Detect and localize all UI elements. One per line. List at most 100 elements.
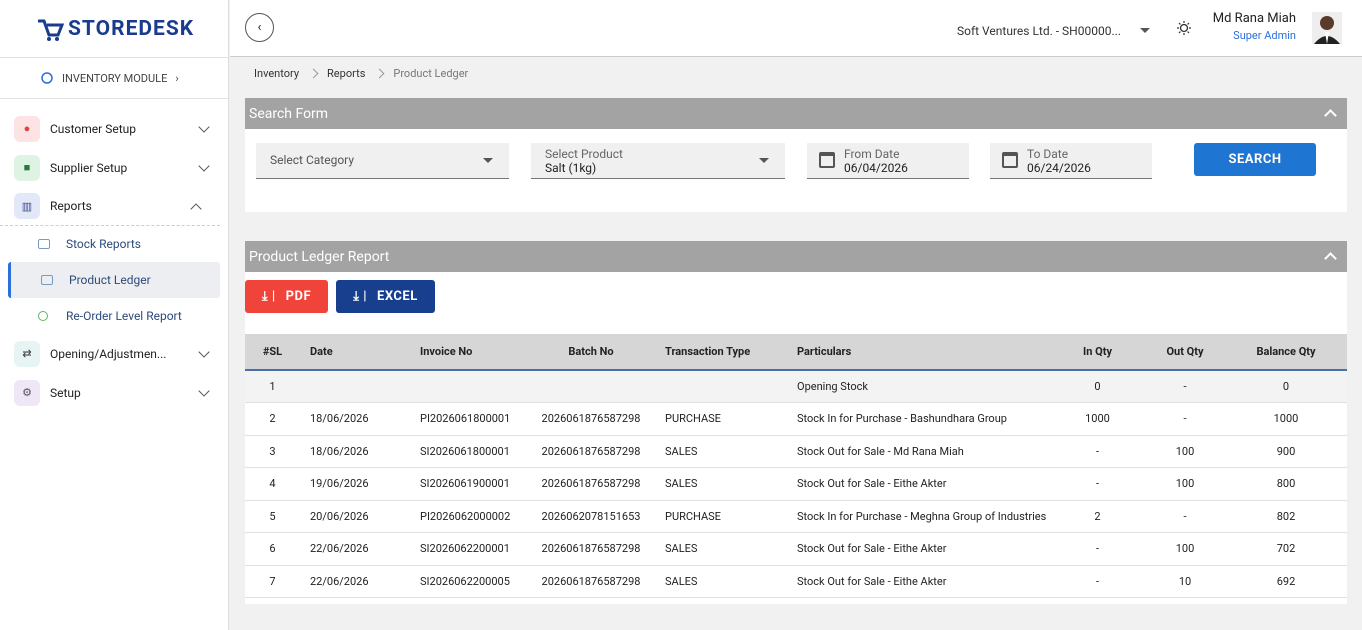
avatar[interactable] [1312, 12, 1342, 44]
download-icon: ⤓ | [261, 289, 276, 304]
table-cell [655, 370, 787, 403]
card-header[interactable]: Product Ledger Report [245, 241, 1347, 272]
table-cell: 900 [1225, 435, 1347, 468]
table-cell: SALES [655, 565, 787, 598]
search-form-card: Search Form Select Category Select Produ… [245, 98, 1347, 212]
search-button[interactable]: SEARCH [1194, 143, 1316, 176]
nav-sub-label: Stock Reports [66, 237, 141, 251]
nav-icon: ⚙ [14, 379, 40, 406]
table-cell: - [1145, 500, 1225, 533]
company-dropdown-arrow [1140, 28, 1150, 33]
nav-label: Supplier Setup [50, 160, 128, 175]
ledger-table: #SL Date Invoice No Batch No Transaction Typ… [245, 334, 1347, 598]
chevron [198, 160, 210, 172]
company-select[interactable]: Soft Ventures Ltd. - SH00000... [957, 24, 1121, 38]
table-cell: 100 [1145, 435, 1225, 468]
table-cell: 2026061876587298 [527, 402, 655, 436]
sidebar: STOREDESK INVENTORY MODULE › ● Customer S… [0, 0, 229, 630]
breadcrumb: Inventory Reports Product Ledger [254, 67, 496, 80]
card-header[interactable]: Search Form [245, 98, 1347, 129]
from-date[interactable]: From Date 06/04/2026 [807, 143, 969, 179]
nav-item[interactable]: ▥ Reports [0, 187, 220, 226]
table-cell: PURCHASE [655, 402, 787, 436]
chevron [198, 346, 210, 358]
field-value: Salt (1kg) [545, 161, 597, 175]
table-cell: - [1050, 467, 1145, 501]
table-cell: 100 [1145, 467, 1225, 501]
table-row: 4 19/06/2026 SI2026061900001 20260618765872… [245, 467, 1347, 501]
placeholder: Select Category [270, 153, 355, 167]
table-cell: - [1050, 532, 1145, 566]
nav-icon: ● [14, 115, 40, 142]
download-icon: ⤓ | [353, 289, 367, 304]
column-header: Particulars [787, 334, 1050, 371]
category-select[interactable]: Select Category [256, 143, 509, 179]
table-cell: SI2026062200001 [410, 532, 527, 566]
button-label: PDF [285, 289, 312, 304]
table-cell: 4 [245, 467, 300, 501]
calendar-icon [1002, 152, 1018, 168]
table-cell [300, 370, 410, 403]
nav-label: Reports [50, 199, 92, 213]
table-cell [527, 370, 655, 403]
nav-item[interactable]: ⇄ Opening/Adjustmen... [0, 334, 228, 373]
nav-sub-icon [38, 311, 48, 321]
table-cell: 18/06/2026 [300, 402, 410, 436]
theme-toggle[interactable] [1177, 21, 1191, 35]
back-button[interactable]: ‹ [245, 13, 274, 42]
nav-sub-label: Product Ledger [69, 273, 151, 287]
chevron [190, 203, 202, 215]
nav-subitem[interactable]: Stock Reports [0, 226, 228, 262]
nav-item[interactable]: ■ Supplier Setup [0, 148, 228, 187]
table-cell: 2 [1050, 500, 1145, 533]
table-cell: 2026062078151653 [527, 500, 655, 533]
table-cell: 22/06/2026 [300, 532, 410, 566]
report-card: Product Ledger Report ⤓ | PDF ⤓ | EXCEL #S… [245, 241, 1347, 604]
nav-subitem-active[interactable]: Product Ledger [8, 262, 220, 298]
breadcrumb-item[interactable]: Inventory [254, 67, 300, 80]
table-row: 3 18/06/2026 SI2026061800001 20260618765872… [245, 435, 1347, 468]
nav-icon: ▥ [14, 193, 40, 219]
table-cell: 10 [1145, 565, 1225, 598]
table-cell: - [1145, 370, 1225, 403]
table-cell: Stock Out for Sale - Eithe Akter [787, 467, 1050, 501]
table-cell: 22/06/2026 [300, 565, 410, 598]
table-cell: 692 [1225, 565, 1347, 598]
table-cell: SALES [655, 467, 787, 501]
table-cell: Stock Out for Sale - Eithe Akter [787, 565, 1050, 598]
nav-label: Customer Setup [50, 121, 136, 136]
table-cell: 18/06/2026 [300, 435, 410, 468]
table-row: 6 22/06/2026 SI2026062200001 20260618765872… [245, 532, 1347, 566]
button-label: SEARCH [1228, 152, 1282, 167]
nav-item[interactable]: ● Customer Setup [0, 109, 228, 148]
pdf-button[interactable]: ⤓ | PDF [245, 280, 328, 313]
nav-label: Opening/Adjustmen... [50, 346, 167, 361]
table-cell: SALES [655, 435, 787, 468]
table-row: 1 Opening Stock 0-0 [245, 370, 1347, 403]
field-label: Select Product [545, 147, 623, 161]
table-cell: 2026061876587298 [527, 565, 655, 598]
table-cell: PI2026062000002 [410, 500, 527, 533]
nav-subitem[interactable]: Re-Order Level Report [0, 298, 228, 334]
table-row: 5 20/06/2026 PI2026062000002 20260620781516… [245, 500, 1347, 533]
nav-sub-label: Re-Order Level Report [66, 309, 182, 323]
breadcrumb-item[interactable]: Reports [327, 67, 366, 80]
table-cell: Opening Stock [787, 370, 1050, 403]
module-switch[interactable]: INVENTORY MODULE › [0, 58, 228, 99]
table-cell: PI2026061800001 [410, 402, 527, 436]
field-label: From Date [844, 147, 900, 161]
table-cell: 5 [245, 500, 300, 533]
column-header: Transaction Type [655, 334, 787, 371]
product-select[interactable]: Select Product Salt (1kg) [531, 143, 785, 179]
excel-button[interactable]: ⤓ | EXCEL [336, 280, 435, 313]
brand: STOREDESK [68, 16, 195, 41]
column-header: Out Qty [1145, 334, 1225, 371]
table-cell: Stock Out for Sale - Md Rana Miah [787, 435, 1050, 468]
nav-sub-icon [41, 275, 53, 285]
nav-item[interactable]: ⚙ Setup [0, 373, 228, 412]
to-date[interactable]: To Date 06/24/2026 [990, 143, 1152, 179]
breadcrumb-current: Product Ledger [393, 67, 469, 80]
column-header: Batch No [527, 334, 655, 371]
table-cell: 6 [245, 532, 300, 566]
